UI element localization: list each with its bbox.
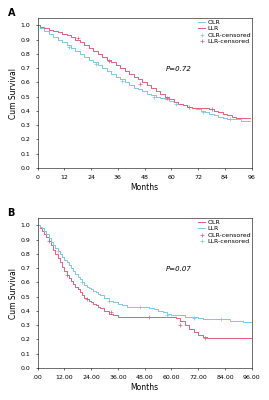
Point (109, 309, 113, 316)
Point (201, 109, 205, 116)
Point (55, 248, 60, 254)
Y-axis label: Cum Survival: Cum Survival (9, 68, 18, 118)
Legend: OLR, LLR, OLR-censored, LLR-censored: OLR, LLR, OLR-censored, LLR-censored (198, 220, 251, 244)
Point (227, 116, 232, 123)
Point (218, 316, 223, 323)
Point (120, 78, 125, 84)
Point (67, 44, 71, 50)
X-axis label: Months: Months (131, 183, 159, 192)
Point (174, 100, 178, 107)
Text: P=0.72: P=0.72 (166, 66, 192, 72)
Point (165, 312, 169, 318)
Point (93, 60, 98, 67)
Point (203, 335, 207, 341)
Point (47, 238, 51, 244)
Legend: OLR, LLR, OLR-censored, LLR-censored: OLR, LLR, OLR-censored, LLR-censored (198, 20, 251, 44)
Point (210, 106, 214, 113)
Text: P=0.07: P=0.07 (166, 266, 192, 272)
Point (192, 315, 196, 321)
Point (138, 80, 142, 87)
Point (151, 94, 156, 100)
Text: A: A (8, 8, 15, 18)
Point (107, 298, 111, 304)
Point (147, 313, 151, 320)
Point (107, 58, 111, 64)
Point (76, 35, 80, 41)
Text: B: B (8, 208, 15, 218)
Point (178, 322, 183, 328)
Point (84, 296, 89, 303)
Point (138, 303, 142, 310)
Y-axis label: Cum Survival: Cum Survival (9, 268, 18, 318)
Point (187, 103, 192, 110)
X-axis label: Months: Months (131, 383, 159, 392)
Point (80, 279, 84, 286)
Point (165, 95, 169, 101)
Point (64, 272, 69, 278)
